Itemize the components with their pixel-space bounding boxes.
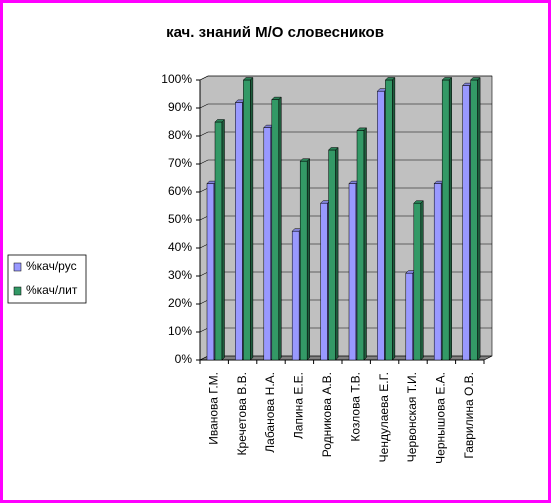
bar xyxy=(405,272,414,361)
x-tick-label: Кречетова В.В. xyxy=(235,372,249,455)
bar-side xyxy=(477,76,481,361)
bar xyxy=(299,160,308,361)
bar-side xyxy=(392,76,396,361)
x-tick-label: Лабанова Н.А. xyxy=(263,372,277,453)
legend-swatch xyxy=(13,262,22,272)
x-tick-label: Козлова Т.В. xyxy=(348,372,362,442)
x-tick-label: Чендулаева Е.Г. xyxy=(377,372,391,462)
bar xyxy=(348,183,357,361)
bar-side xyxy=(250,76,254,361)
y-tick-label: 70% xyxy=(168,156,192,170)
bar xyxy=(462,85,470,361)
bar xyxy=(413,202,422,361)
bar-side xyxy=(448,76,452,361)
legend-swatch xyxy=(13,286,22,296)
bar-side xyxy=(420,200,424,361)
grid-line xyxy=(199,75,492,81)
x-tick-label: Родникова А.В. xyxy=(320,372,334,457)
bar-side xyxy=(278,96,282,361)
bar xyxy=(291,230,300,361)
y-tick-label: 40% xyxy=(168,240,192,254)
y-tick-label: 100% xyxy=(161,72,192,86)
y-tick-label: 20% xyxy=(168,296,192,310)
y-tick-label: 60% xyxy=(168,184,192,198)
y-tick-label: 0% xyxy=(175,352,193,366)
y-tick-label: 30% xyxy=(168,268,192,282)
bar xyxy=(206,183,215,361)
bar xyxy=(356,130,365,361)
grid-line xyxy=(199,159,492,165)
x-tick-label: Лапина Е.Е. xyxy=(292,372,306,439)
bar xyxy=(328,149,336,361)
y-tick-label: 90% xyxy=(168,100,192,114)
bar-side xyxy=(335,146,339,361)
bar xyxy=(235,102,243,361)
bar xyxy=(433,183,442,361)
bar xyxy=(377,90,385,361)
grid-line xyxy=(199,103,492,109)
bar xyxy=(243,79,251,361)
x-tick-label: Гаврилина О.В. xyxy=(462,372,476,459)
chart-title: кач. знаний М/О словесников xyxy=(166,24,384,41)
bar xyxy=(320,202,328,361)
y-tick-label: 10% xyxy=(168,324,192,338)
bar-side xyxy=(306,158,310,361)
bar xyxy=(385,79,393,361)
bar xyxy=(263,127,272,361)
grid-line xyxy=(199,131,492,137)
bar-side xyxy=(221,118,225,361)
x-tick-label: Червонская Т.И. xyxy=(405,372,419,462)
bar xyxy=(470,79,478,361)
y-tick-label: 50% xyxy=(168,212,192,226)
x-tick-label: Чернышова Е.А. xyxy=(434,372,448,464)
bar xyxy=(271,99,280,361)
legend-label: %кач/рус xyxy=(26,259,77,273)
legend-label: %кач/лит xyxy=(26,283,78,297)
bar-side xyxy=(363,127,367,361)
bar xyxy=(441,79,450,361)
y-tick-label: 80% xyxy=(168,128,192,142)
x-tick-label: Иванова Г.М. xyxy=(206,372,220,445)
bar xyxy=(214,121,223,361)
